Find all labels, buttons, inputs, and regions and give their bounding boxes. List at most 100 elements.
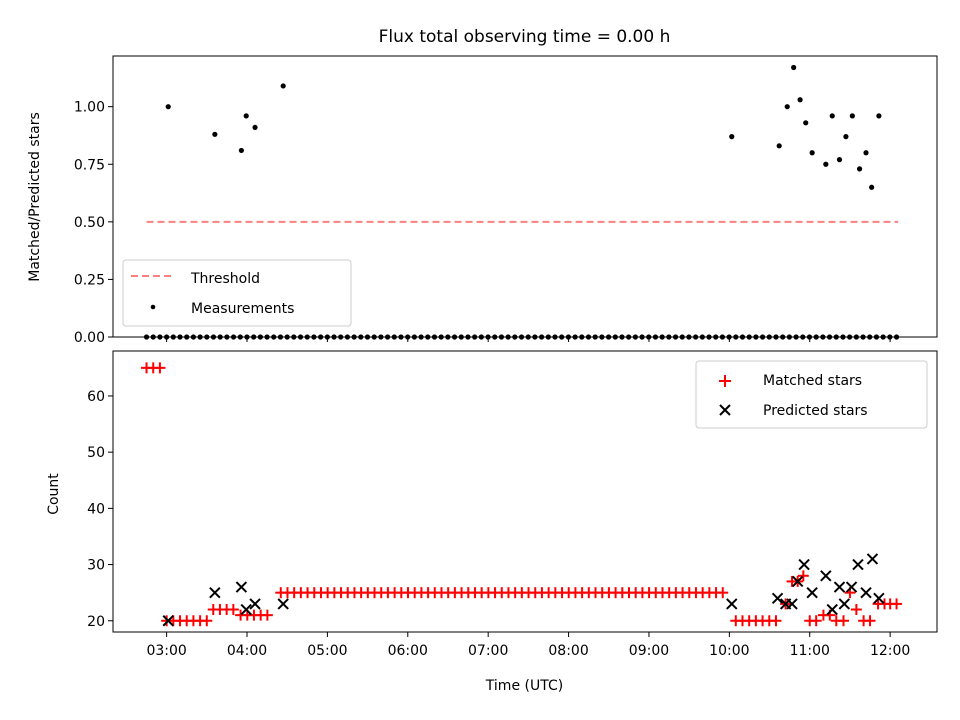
measurement-point-zero bbox=[773, 334, 779, 340]
ratio-y-tick-label: 0.50 bbox=[74, 215, 105, 231]
measurement-point bbox=[791, 64, 797, 71]
predicted-star-marker bbox=[838, 598, 851, 610]
measurement-point-zero bbox=[592, 334, 598, 340]
measurement-point-zero bbox=[572, 334, 578, 340]
measurement-point-zero bbox=[585, 334, 592, 340]
measurement-point-zero bbox=[224, 334, 230, 340]
measurement-point-zero bbox=[244, 334, 250, 340]
predicted-star-marker bbox=[791, 575, 804, 588]
count-y-tick-label: 20 bbox=[87, 614, 105, 630]
ratio-y-tick-label: 0.00 bbox=[74, 330, 105, 346]
predicted-star-marker bbox=[833, 581, 846, 593]
predicted-star-marker bbox=[771, 592, 784, 604]
measurement-point bbox=[849, 113, 855, 119]
measurement-point-zero bbox=[626, 334, 632, 340]
measurement-point bbox=[876, 113, 882, 119]
measurement-point bbox=[869, 184, 875, 190]
count-x-tick-label: 06:00 bbox=[388, 643, 428, 659]
legend-measurements-label: Measurements bbox=[191, 301, 294, 317]
matched-star-marker bbox=[850, 604, 862, 616]
matched-star-marker bbox=[227, 604, 239, 616]
measurement-point-zero bbox=[873, 334, 880, 340]
measurement-point-zero bbox=[619, 334, 625, 340]
measurement-point-zero bbox=[411, 334, 417, 340]
measurement-point-zero bbox=[230, 334, 237, 340]
measurement-point bbox=[829, 113, 835, 119]
measurement-point-zero bbox=[847, 334, 853, 340]
measurement-point-zero bbox=[150, 334, 156, 340]
measurement-point-zero bbox=[458, 334, 464, 340]
measurement-point-zero bbox=[559, 334, 565, 340]
matched-star-marker bbox=[201, 615, 213, 627]
predicted-star-marker bbox=[845, 581, 858, 593]
count-x-tick-label: 05:00 bbox=[307, 643, 347, 659]
measurement-point-zero bbox=[405, 334, 411, 340]
measurement-point-zero bbox=[472, 334, 478, 340]
measurement-point-zero bbox=[512, 334, 518, 340]
measurement-point-zero bbox=[190, 334, 196, 340]
measurement-point bbox=[843, 134, 849, 140]
measurement-point-zero bbox=[612, 334, 618, 340]
matched-star-marker bbox=[770, 615, 782, 627]
measurement-point-zero bbox=[492, 334, 498, 340]
measurement-point-zero bbox=[840, 334, 846, 340]
measurement-point-zero bbox=[666, 334, 672, 340]
legend-predicted-label: Predicted stars bbox=[763, 403, 868, 419]
measurement-point-zero bbox=[793, 334, 799, 340]
measurement-point-zero bbox=[384, 334, 391, 340]
measurement-point bbox=[165, 104, 171, 110]
matched-star-marker bbox=[864, 615, 876, 627]
predicted-star-marker bbox=[866, 553, 879, 565]
measurement-point-zero bbox=[498, 334, 505, 340]
legend-matched-label: Matched stars bbox=[763, 373, 862, 389]
predicted-star-marker bbox=[277, 598, 289, 610]
measurement-point-zero bbox=[237, 334, 243, 340]
legend-threshold-label: Threshold bbox=[190, 271, 260, 287]
measurement-point bbox=[212, 131, 218, 137]
legend-count: Matched stars Predicted stars bbox=[695, 360, 928, 429]
ratio-y-tick-label: 0.25 bbox=[74, 272, 105, 288]
count-x-tick-label: 07:00 bbox=[468, 643, 508, 659]
matched-star-marker bbox=[154, 362, 166, 374]
predicted-star-marker bbox=[860, 586, 872, 599]
measurement-point-zero bbox=[786, 334, 792, 340]
measurement-point-zero bbox=[760, 334, 766, 340]
measurement-point-zero bbox=[217, 334, 223, 340]
predicted-star-marker bbox=[806, 586, 818, 599]
legend-frame bbox=[695, 360, 928, 429]
measurement-point-zero bbox=[525, 334, 531, 340]
count-x-tick-label: 09:00 bbox=[629, 643, 669, 659]
measurement-point-zero bbox=[143, 334, 150, 340]
ratio-y-tick-label: 1.00 bbox=[74, 100, 105, 116]
measurement-point-zero bbox=[271, 334, 277, 340]
matched-star-marker bbox=[717, 587, 729, 599]
measurement-point-zero bbox=[579, 334, 585, 340]
plot-area-ratio: 0.00 0.25 0.50 0.75 1.00 bbox=[74, 55, 938, 346]
count-x-tick-label: 12:00 bbox=[870, 643, 910, 659]
measurement-point-zero bbox=[338, 334, 344, 340]
measurement-point-zero bbox=[364, 334, 371, 340]
plot-area-count: 20 30 40 50 60 03:00 04:00 05:00 06:00 07:00 08:00… bbox=[87, 350, 938, 659]
predicted-star-marker bbox=[852, 558, 864, 571]
ratio-y-tick-label: 0.75 bbox=[74, 157, 105, 173]
measurement-point-zero bbox=[170, 334, 176, 340]
measurement-point-zero bbox=[726, 334, 732, 340]
count-x-tick-label: 11:00 bbox=[790, 643, 830, 659]
count-x-tick-label: 03:00 bbox=[146, 643, 186, 659]
measurement-point-zero bbox=[324, 334, 330, 340]
measurement-point-zero bbox=[197, 334, 203, 340]
measurement-point-zero bbox=[652, 334, 659, 340]
measurement-point-zero bbox=[820, 334, 826, 340]
measurement-point-zero bbox=[485, 334, 491, 340]
measurement-point-zero bbox=[826, 334, 833, 340]
count-y-tick-label: 50 bbox=[87, 445, 105, 461]
matched-star-marker bbox=[810, 615, 822, 627]
matched-star-marker bbox=[261, 609, 273, 621]
measurement-point-zero bbox=[284, 334, 290, 340]
measurement-point-zero bbox=[418, 334, 424, 340]
measurement-point-zero bbox=[800, 334, 806, 340]
measurement-point-zero bbox=[297, 334, 304, 340]
measurement-point-zero bbox=[893, 334, 900, 340]
measurement-point-zero bbox=[311, 334, 317, 340]
